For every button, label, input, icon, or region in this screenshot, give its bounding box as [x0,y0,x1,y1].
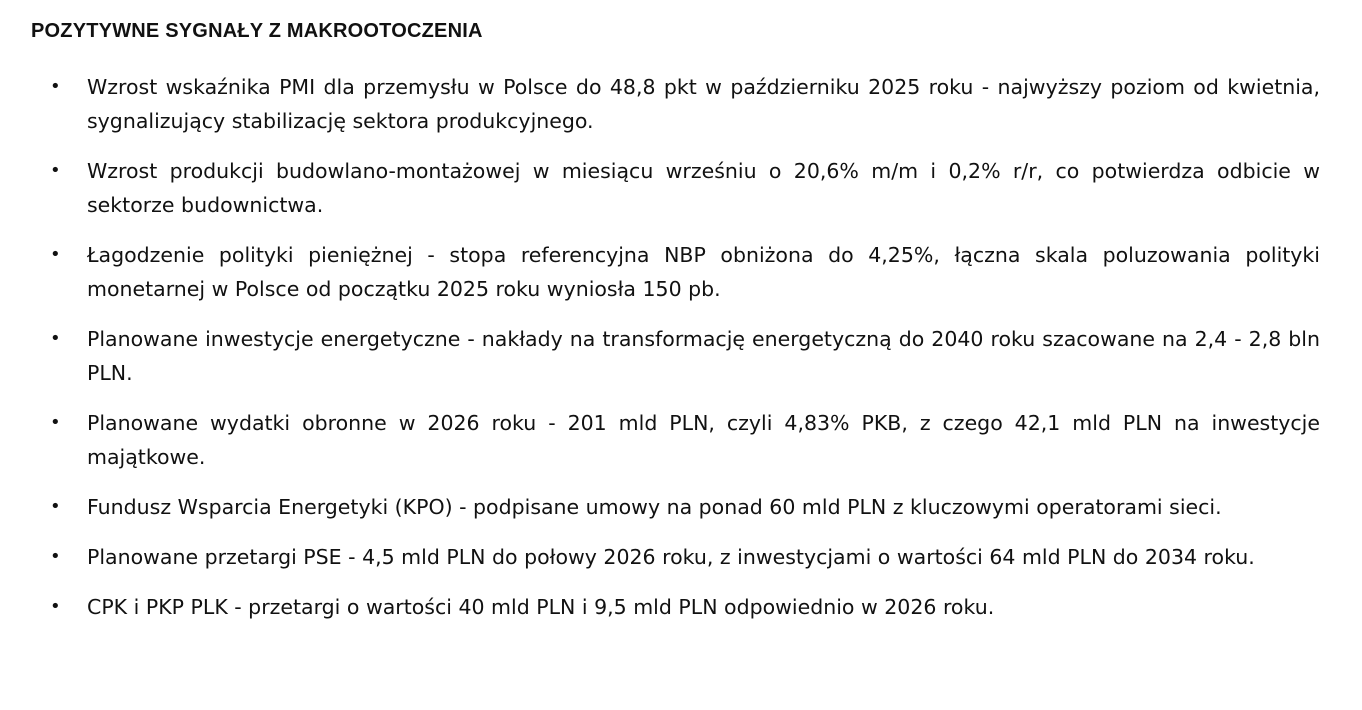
bullet-icon: • [50,160,61,181]
list-item: • CPK i PKP PLK - przetargi o wartości 40… [0,590,1320,624]
list-item: • Planowane wydatki obronne w 2026 roku -… [0,406,1320,474]
list-item: • Planowane przetargi PSE - 4,5 mld PLN d… [0,540,1320,574]
list-item-text: Planowane wydatki obronne w 2026 roku - … [87,411,1320,469]
bullet-list: • Wzrost wskaźnika PMI dla przemysłu w Po… [0,70,1362,640]
bullet-icon: • [50,76,61,97]
list-item-text: Fundusz Wsparcia Energetyki (KPO) - podp… [87,495,1222,519]
list-item: • Planowane inwestycje energetyczne - nak… [0,322,1320,390]
bullet-icon: • [50,546,61,567]
bullet-icon: • [50,244,61,265]
bullet-icon: • [50,496,61,517]
list-item-text: Łagodzenie polityki pieniężnej - stopa r… [87,243,1320,301]
list-item: • Fundusz Wsparcia Energetyki (KPO) - pod… [0,490,1320,524]
bullet-icon: • [50,412,61,433]
list-item-text: CPK i PKP PLK - przetargi o wartości 40 … [87,595,995,619]
bullet-icon: • [50,596,61,617]
list-item-text: Wzrost wskaźnika PMI dla przemysłu w Pol… [87,75,1320,133]
list-item: • Łagodzenie polityki pieniężnej - stopa … [0,238,1320,306]
list-item-text: Planowane przetargi PSE - 4,5 mld PLN do… [87,545,1255,569]
bullet-icon: • [50,328,61,349]
list-item-text: Wzrost produkcji budowlano-montażowej w … [87,159,1320,217]
list-item: • Wzrost wskaźnika PMI dla przemysłu w Po… [0,70,1320,138]
list-item-text: Planowane inwestycje energetyczne - nakł… [87,327,1320,385]
list-item: • Wzrost produkcji budowlano-montażowej w… [0,154,1320,222]
section-title: POZYTYWNE SYGNAŁY Z MAKROOTOCZENIA [31,20,483,42]
